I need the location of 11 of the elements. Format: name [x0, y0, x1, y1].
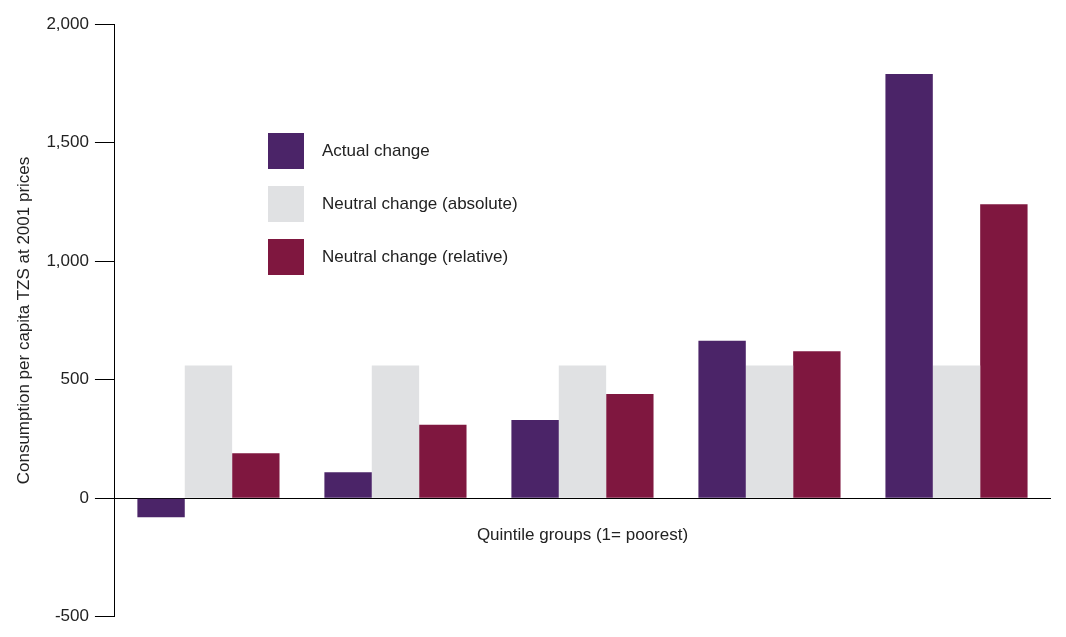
- y-tick-label: 2,000: [46, 13, 89, 33]
- y-tick-label: 0: [79, 487, 89, 507]
- y-tick-label: 1,000: [46, 250, 89, 270]
- y-axis-title: Consumption per capita TZS at 2001 prices: [13, 156, 33, 485]
- legend-label: Neutral change (relative): [322, 247, 509, 267]
- legend-label: Neutral change (absolute): [322, 194, 518, 214]
- y-tick-label: 1,500: [46, 132, 89, 152]
- x-axis-title: Quintile groups (1= poorest): [476, 525, 689, 545]
- y-tick-label: 500: [60, 369, 89, 389]
- legend-label: Actual change: [322, 141, 430, 161]
- y-tick-label: -500: [54, 606, 89, 626]
